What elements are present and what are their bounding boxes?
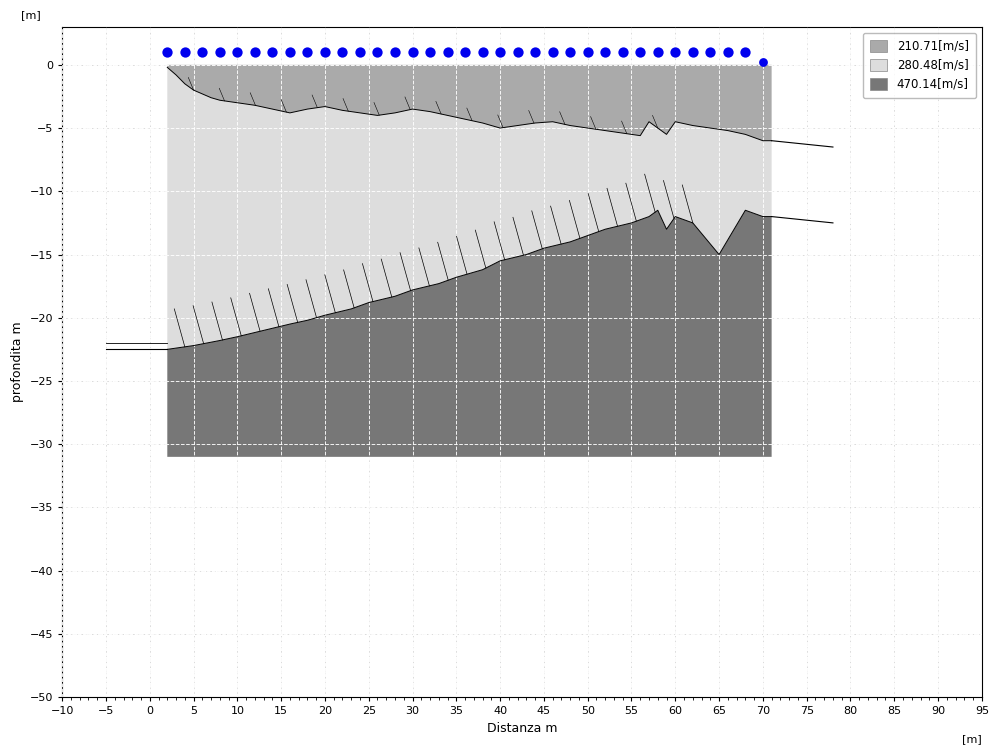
Point (562, 46, 578, 58)
Point (369, 46, 385, 58)
Point (737, 46, 753, 58)
Point (194, 46, 210, 58)
Point (580, 46, 596, 58)
Polygon shape (167, 210, 772, 457)
Point (720, 46, 736, 58)
Point (352, 46, 368, 58)
Point (615, 46, 631, 58)
Point (387, 46, 403, 58)
Point (527, 46, 543, 58)
Point (422, 46, 438, 58)
Point (317, 46, 333, 58)
X-axis label: Distanza m: Distanza m (487, 722, 557, 735)
Point (334, 46, 350, 58)
Point (264, 46, 280, 58)
Point (685, 46, 701, 58)
Text: [m]: [m] (962, 734, 982, 744)
Point (632, 46, 648, 58)
Point (282, 46, 298, 58)
Point (457, 46, 473, 58)
Point (510, 46, 526, 58)
Y-axis label: profondita m: profondita m (11, 322, 24, 402)
Point (177, 46, 193, 58)
Point (229, 46, 245, 58)
Text: [m]: [m] (21, 10, 41, 20)
Point (212, 46, 228, 58)
Point (492, 46, 508, 58)
Point (475, 46, 491, 58)
Point (597, 46, 613, 58)
Point (440, 46, 456, 58)
Point (545, 46, 561, 58)
Point (755, 56, 771, 68)
Polygon shape (167, 68, 772, 350)
Polygon shape (167, 64, 772, 141)
Point (702, 46, 718, 58)
Point (667, 46, 683, 58)
Legend: 210.71[m/s], 280.48[m/s], 470.14[m/s]: 210.71[m/s], 280.48[m/s], 470.14[m/s] (863, 33, 976, 98)
Point (405, 46, 421, 58)
Point (299, 46, 315, 58)
Point (159, 46, 175, 58)
Point (650, 46, 666, 58)
Point (247, 46, 263, 58)
